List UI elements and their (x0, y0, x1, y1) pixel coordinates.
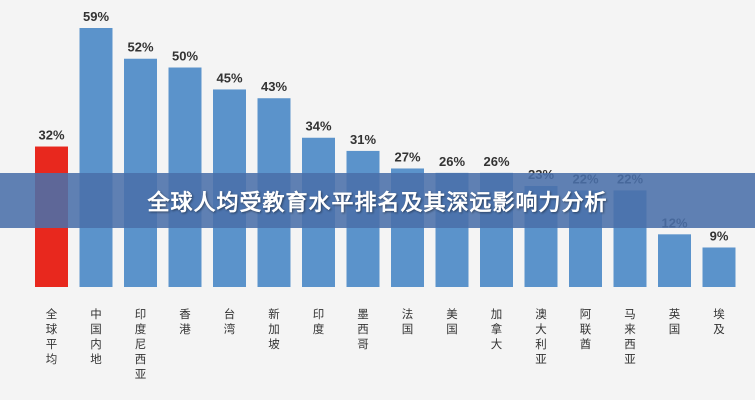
category-label-3: 香港 (179, 307, 191, 336)
value-label-3: 50% (172, 49, 198, 64)
category-label-2: 印度尼西亚 (135, 307, 147, 381)
category-label-12: 阿联酋 (580, 307, 592, 351)
value-label-2: 52% (127, 40, 153, 55)
category-label-0: 全球平均 (46, 307, 58, 366)
value-label-5: 43% (261, 79, 287, 94)
value-label-4: 45% (216, 70, 242, 85)
value-label-6: 34% (305, 119, 331, 134)
title-banner: 全球人均受教育水平排名及其深远影响力分析 (0, 173, 755, 228)
value-label-9: 26% (439, 154, 465, 169)
page-title: 全球人均受教育水平排名及其深远影响力分析 (147, 190, 608, 216)
value-label-1: 59% (83, 9, 109, 24)
category-label-10: 加拿大 (491, 307, 503, 351)
value-label-8: 27% (394, 149, 420, 164)
category-label-11: 澳大利亚 (535, 307, 547, 366)
value-label-15: 9% (710, 228, 729, 243)
value-label-10: 26% (483, 154, 509, 169)
value-label-0: 32% (38, 128, 64, 143)
bar-14 (658, 234, 691, 287)
bar-2 (124, 58, 157, 287)
bar-15 (702, 247, 736, 287)
category-label-5: 新加坡 (268, 307, 280, 351)
bar-1 (79, 28, 113, 287)
category-label-7: 墨西哥 (357, 307, 369, 351)
category-label-9: 美国 (446, 307, 458, 336)
category-label-6: 印度 (313, 307, 325, 336)
category-label-14: 英国 (669, 307, 681, 336)
category-label-15: 埃及 (713, 307, 725, 336)
category-label-13: 马来西亚 (624, 307, 636, 366)
category-label-1: 中国内地 (90, 307, 102, 366)
category-label-4: 台湾 (224, 307, 236, 336)
value-label-7: 31% (350, 132, 376, 147)
category-label-8: 法国 (402, 307, 414, 336)
